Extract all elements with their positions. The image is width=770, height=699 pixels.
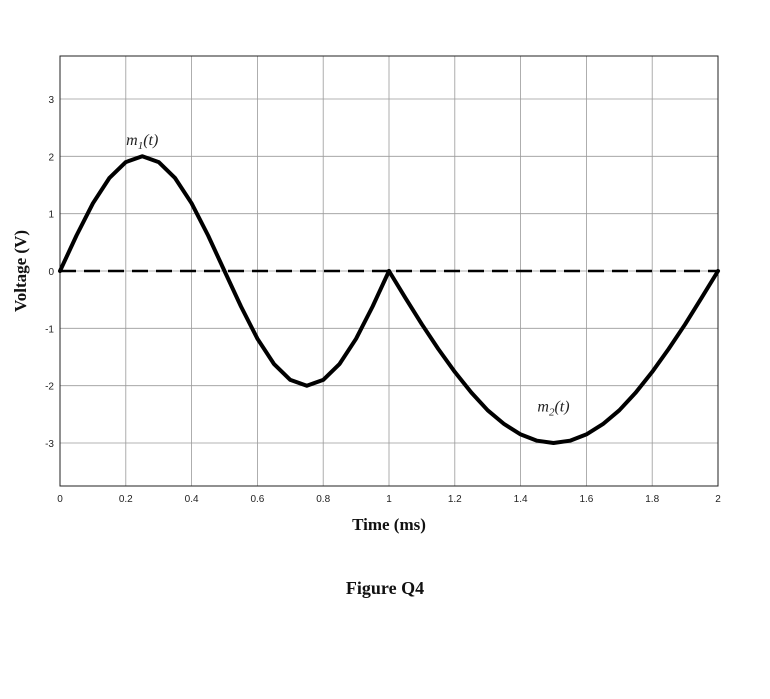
tick-labels: 0 0.2 0.4 0.6 0.8 1 1.2 1.4 1.6 1.8 2 3 2 1 0 -1 -2 -3 — [45, 95, 721, 505]
y-tick-label: 2 — [48, 152, 54, 163]
annotation-label-2: m2(t) — [537, 398, 569, 418]
x-tick-label: 1.4 — [514, 494, 528, 505]
x-tick-label: 0 — [57, 494, 63, 505]
x-tick-label: 2 — [715, 494, 721, 505]
y-tick-label: -1 — [45, 324, 54, 335]
x-tick-label: 0.4 — [185, 494, 199, 505]
series-line-1 — [58, 154, 391, 388]
x-tick-label: 0.6 — [250, 494, 264, 505]
annotations: m1(t) m2(t) — [126, 132, 569, 419]
series-lines — [58, 154, 720, 445]
x-tick-label: 0.8 — [316, 494, 330, 505]
figure-caption: Figure Q4 — [345, 578, 425, 598]
x-tick-label: 1 — [386, 494, 392, 505]
y-tick-label: -2 — [45, 382, 54, 393]
x-tick-label: 1.8 — [645, 494, 659, 505]
y-axis-title: Voltage (V) — [11, 230, 30, 312]
y-tick-label: 3 — [48, 95, 54, 106]
annotation-label-1: m1(t) — [126, 132, 158, 152]
series-line-2 — [387, 269, 720, 445]
x-tick-label: 0.2 — [119, 494, 133, 505]
y-tick-label: -3 — [45, 439, 54, 450]
x-tick-label: 1.2 — [448, 494, 462, 505]
y-tick-label: 1 — [48, 210, 54, 221]
y-tick-label: 0 — [48, 267, 54, 278]
x-axis-title: Time (ms) — [352, 515, 426, 534]
x-tick-label: 1.6 — [579, 494, 593, 505]
